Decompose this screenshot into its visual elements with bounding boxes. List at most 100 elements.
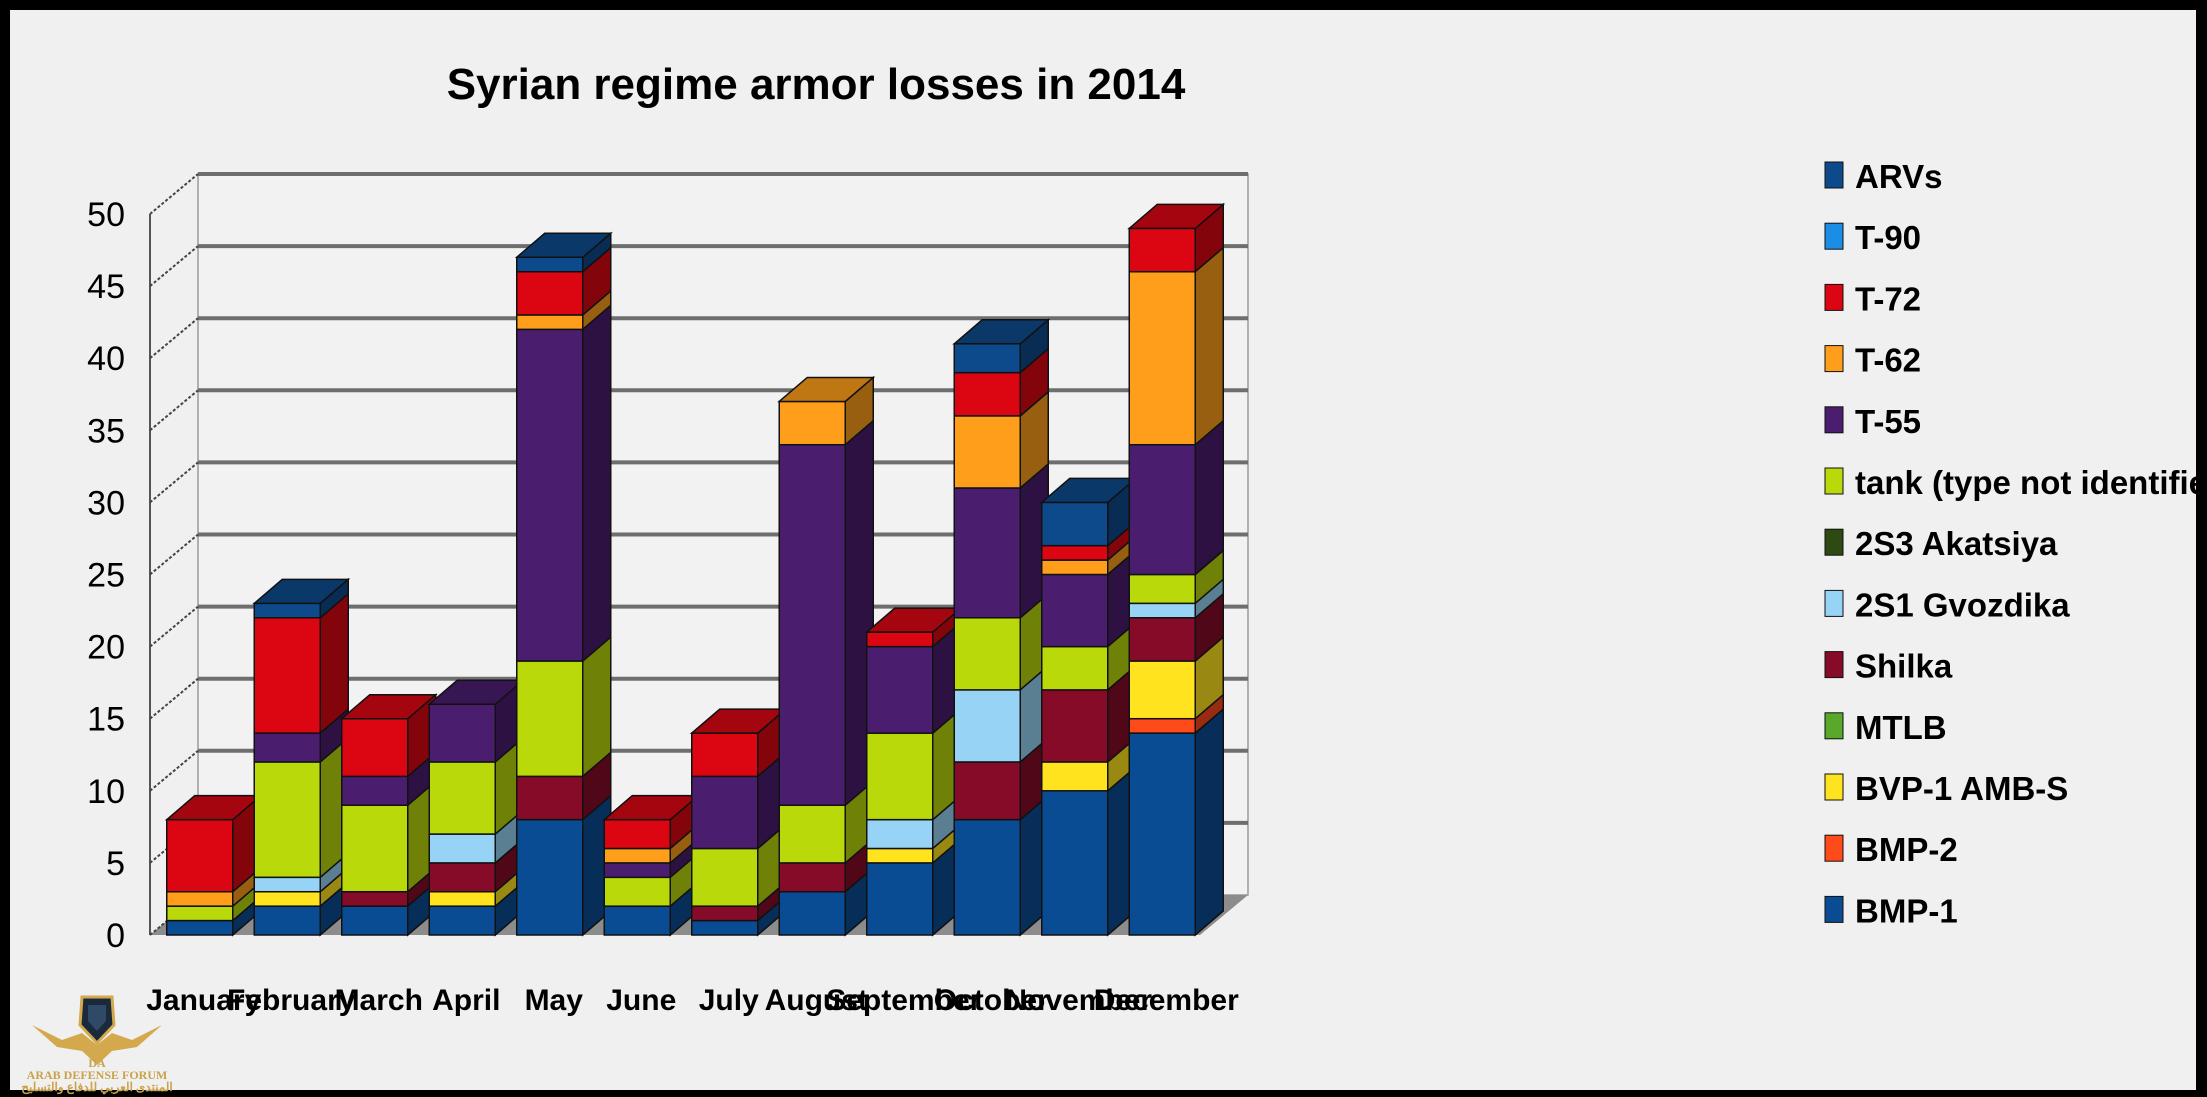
bar-segment — [953, 794, 1049, 937]
legend-swatch — [1824, 651, 1844, 679]
bar-stack-august — [777, 375, 876, 937]
legend-swatch — [1824, 712, 1844, 740]
bar-segment — [777, 375, 876, 447]
bar-segment — [516, 246, 612, 317]
bar-segment — [953, 390, 1049, 490]
legend-label: T-62 — [1855, 342, 1921, 379]
bar-segment — [864, 606, 963, 649]
x-tick-label: April — [432, 984, 500, 1017]
logo-name: ARAB DEFENSE FORUM — [27, 1068, 168, 1082]
y-tick-label: 10 — [87, 773, 125, 811]
bar-segment — [339, 693, 438, 779]
bar-stack-april — [427, 678, 526, 937]
bar-segment — [1128, 635, 1224, 721]
legend-swatch — [1824, 467, 1844, 495]
bar-segment — [778, 419, 874, 807]
chart: Syrian regime armor losses in 2014 0 5 10 1… — [87, 60, 2196, 1017]
gridline-side — [149, 173, 199, 215]
legend-item: Shilka — [1824, 648, 1953, 685]
y-tick-label: 5 — [106, 845, 125, 883]
bar-segment — [253, 866, 349, 908]
chart-title: Syrian regime armor losses in 2014 — [447, 60, 1186, 109]
bar-stack-november — [1039, 476, 1138, 937]
gridline-side — [149, 677, 199, 720]
x-tick-label: November — [1005, 984, 1152, 1017]
y-tick-label: 50 — [87, 196, 125, 234]
legend-item: tank (type not identified) — [1824, 464, 2196, 501]
logo-initials: DA — [88, 1056, 106, 1070]
y-tick-label: 40 — [87, 340, 125, 378]
bar-segment — [516, 303, 612, 663]
legend-swatch — [1824, 589, 1844, 617]
legend-label: ARVs — [1855, 158, 1942, 195]
legend-swatch — [1824, 528, 1844, 556]
legend-swatch — [1824, 834, 1844, 862]
bar-segment — [1128, 693, 1224, 735]
bar-segment — [1127, 202, 1226, 274]
bar-segment — [164, 794, 263, 894]
legend-item: MTLB — [1824, 709, 1947, 746]
y-axis: 0 5 10 15 20 25 30 35 40 45 50 — [87, 196, 125, 955]
bar-segment — [1039, 476, 1138, 548]
legend-label: 2S1 Gvozdika — [1855, 586, 2070, 623]
legend-swatch — [1824, 283, 1844, 311]
bar-segment — [252, 577, 351, 620]
gridline-side — [149, 750, 199, 792]
bar-segment — [952, 318, 1051, 375]
gridline-side — [149, 317, 199, 359]
y-tick-label: 25 — [87, 557, 125, 595]
chart-frame: Syrian regime armor losses in 2014 0 5 10 1… — [10, 10, 2196, 1095]
x-tick-label: August — [765, 984, 868, 1017]
legend-label: 2S3 Akatsiya — [1855, 525, 2058, 562]
bar-segment — [516, 750, 612, 822]
bar-stack-june — [602, 794, 701, 937]
bar-stack-july — [689, 707, 788, 937]
y-tick-label: 20 — [87, 629, 125, 667]
legend-item: T-72 — [1824, 280, 1921, 317]
bar-stack-february — [252, 577, 351, 937]
x-tick-label: October — [934, 984, 1049, 1017]
x-tick-label: June — [606, 984, 676, 1017]
x-tick-label: March — [335, 984, 423, 1017]
logo-subtitle: المنتدى العربي للدفاع والتسليح — [22, 1080, 172, 1095]
legend-item: BMP-2 — [1824, 831, 1958, 868]
bar-segment — [691, 880, 787, 923]
legend: ARVs T-90 T-72 T-62 T-55 tank (type not ident… — [1824, 158, 2196, 929]
legend-label: T-72 — [1855, 280, 1921, 317]
legend-item: 2S1 Gvozdika — [1824, 586, 2070, 623]
legend-item: BMP-1 — [1824, 892, 1958, 929]
legend-item: T-90 — [1824, 219, 1921, 256]
legend-item: 2S3 Akatsiya — [1824, 525, 2058, 562]
x-tick-label: May — [525, 984, 584, 1017]
eagle-emblem-icon — [32, 995, 162, 1065]
x-tick-label: February — [227, 984, 356, 1017]
y-tick-label: 0 — [106, 917, 125, 955]
bar-stack-january — [164, 794, 263, 937]
bar-segment — [516, 289, 612, 331]
legend-label: BMP-2 — [1855, 831, 1958, 868]
legend-swatch — [1824, 406, 1844, 434]
legend-label: Shilka — [1855, 648, 1953, 685]
arab-defense-forum-logo: DA ARAB DEFENSE FORUM المنتدى العربي للد… — [22, 995, 172, 1095]
bar-segment — [1128, 246, 1224, 447]
bar-segment — [514, 231, 613, 274]
legend-swatch — [1824, 345, 1844, 373]
gridline-side — [149, 245, 199, 287]
gridline-side — [149, 533, 199, 576]
gridline-side — [149, 389, 199, 432]
x-tick-label: July — [699, 984, 759, 1017]
x-tick-label: January — [146, 984, 261, 1017]
legend-label: MTLB — [1855, 709, 1947, 746]
bar-stack-december — [1127, 202, 1226, 937]
y-tick-label: 45 — [87, 268, 125, 306]
bar-stack-september — [864, 606, 963, 937]
x-tick-label: December — [1094, 984, 1239, 1017]
x-tick-label: September — [826, 984, 981, 1017]
legend-label: BVP-1 AMB-S — [1855, 770, 2068, 807]
legend-label: T-90 — [1855, 219, 1921, 256]
y-tick-label: 15 — [87, 701, 125, 739]
bar-segment — [1041, 765, 1137, 937]
bar-stack-may — [514, 231, 613, 937]
legend-label: T-55 — [1855, 403, 1921, 440]
bar-segment — [427, 678, 526, 764]
